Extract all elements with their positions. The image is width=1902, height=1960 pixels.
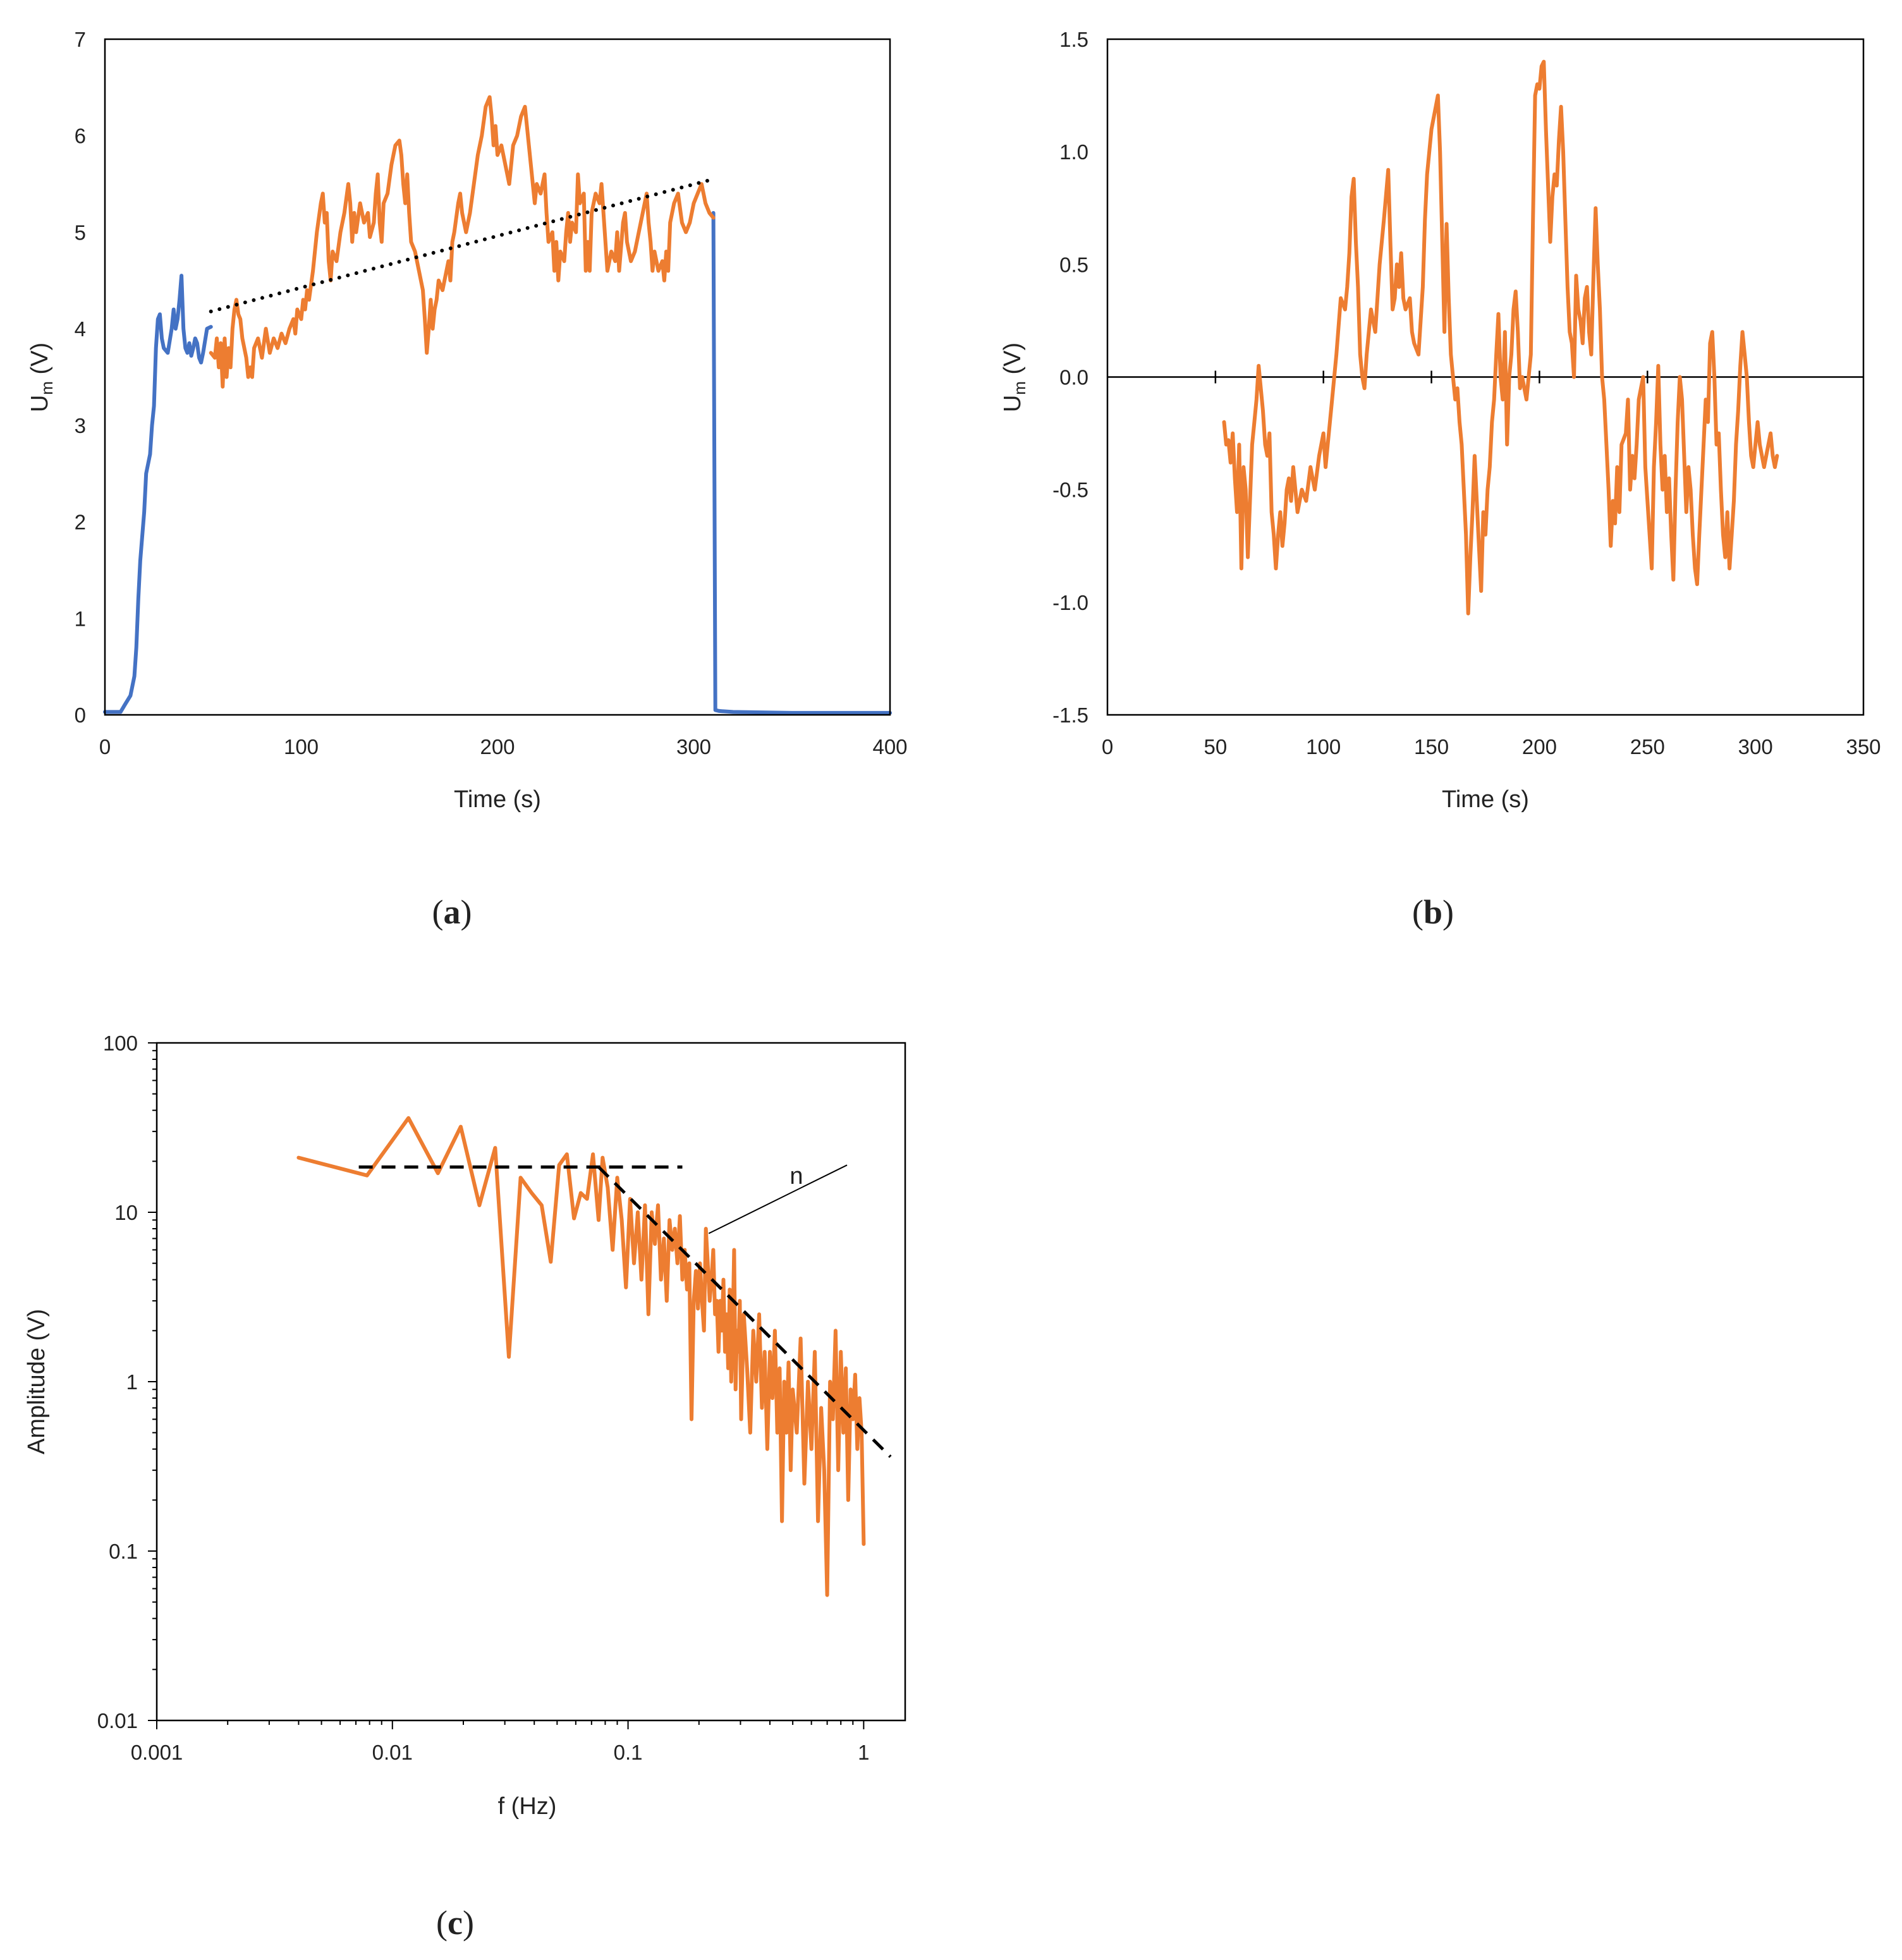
plot-b-marks: 0 50 100 150 200 250 300 350 1.5 1.0 0.5 0.0 -0.5 -1.…: [1052, 28, 1881, 758]
panel-a-plot-frame: [104, 38, 891, 716]
y-tick-label: 1: [126, 1370, 138, 1394]
x-tick-label: 0: [99, 735, 111, 758]
panel-b-label-close: ): [1442, 893, 1454, 931]
plot-a-marks: 0 100 200 300 400 0 1 2 3 4 5 6 7: [75, 28, 908, 758]
x-tick-label: 200: [1522, 735, 1557, 758]
x-tick-label: 250: [1630, 735, 1665, 758]
panel-b-label-open: (: [1412, 893, 1423, 931]
series-linear-trend: [209, 177, 716, 313]
y-tick-label: 0.1: [109, 1540, 138, 1563]
x-tick-label: 350: [1846, 735, 1881, 758]
y-tick-label: 1.5: [1059, 28, 1088, 51]
series-detrended-orange: [1222, 59, 1779, 616]
y-tick-label: -0.5: [1052, 478, 1088, 502]
series-spectrum-orange: [296, 1116, 866, 1597]
annotation-leader-line: [708, 1164, 848, 1234]
panel-c-xlabel: f (Hz): [498, 1793, 557, 1820]
x-tick-label: 300: [676, 735, 711, 758]
panel-a-xlabel: Time (s): [454, 786, 541, 813]
panel-a-ylabel-main: U: [27, 395, 53, 412]
panel-a-ylabel-sub: m: [37, 381, 56, 395]
y-tick-label: 1: [75, 607, 86, 630]
x-tick-label: 0.001: [131, 1741, 183, 1764]
x-tick-label: 50: [1204, 735, 1227, 758]
x-tick-label: 400: [872, 735, 907, 758]
series-raw-blue: [103, 274, 213, 714]
y-tick-label: 4: [75, 317, 86, 341]
y-tick-label: 3: [75, 414, 86, 437]
x-tick-label: 0.1: [614, 1741, 643, 1764]
series-raw-blue-tail: [711, 210, 892, 715]
x-tick-label: 300: [1738, 735, 1773, 758]
x-tick-label: 100: [1306, 735, 1341, 758]
panel-a-ylabel-tail: (V): [27, 343, 53, 381]
panel-b-ylabel-tail: (V): [999, 343, 1026, 381]
x-tick-label: 0: [1102, 735, 1113, 758]
panel-b-plot-frame: [1106, 38, 1865, 716]
y-tick-label: -1.0: [1052, 591, 1088, 614]
panel-b-ylabel-sub: m: [1010, 381, 1029, 395]
x-tick-label: 200: [480, 735, 515, 758]
panel-a-label-open: (: [432, 893, 444, 931]
panel-b-label: (b): [1412, 893, 1454, 931]
series-signal-orange: [209, 95, 716, 389]
panel-b-ylabel: Um (V): [999, 343, 1029, 412]
y-tick-label: 0.01: [97, 1709, 138, 1732]
x-tick-label: 1: [858, 1741, 869, 1764]
y-tick-label: 0.5: [1059, 253, 1088, 276]
y-tick-label: 6: [75, 125, 86, 148]
y-tick-label: 1.0: [1059, 140, 1088, 164]
y-tick-label: 5: [75, 221, 86, 244]
panel-c-label-letter: c: [448, 1904, 463, 1942]
panel-a-label: (a): [432, 893, 472, 931]
x-tick-label: 150: [1414, 735, 1449, 758]
y-tick-label: 2: [75, 511, 86, 534]
x-tick-label: 0.01: [372, 1741, 413, 1764]
y-tick-label: 10: [114, 1201, 138, 1224]
y-tick-label: 0: [75, 703, 86, 727]
panel-c-label-close: ): [463, 1904, 474, 1942]
panel-b-xlabel: Time (s): [1442, 786, 1529, 813]
panel-b: 0 50 100 150 200 250 300 350 1.5 1.0 0.5 0.0 -0.5 -1.…: [999, 28, 1881, 931]
series-slope-fit: [597, 1166, 892, 1458]
panel-c-label: (c): [436, 1904, 474, 1942]
panel-c-annotation-n: n: [789, 1163, 803, 1190]
y-tick-label: 0.0: [1059, 366, 1088, 389]
panel-a-ylabel: Um (V): [27, 343, 56, 412]
panel-b-label-letter: b: [1423, 893, 1442, 931]
y-tick-label: -1.5: [1052, 703, 1088, 727]
panel-c: 0.001 0.01 0.1 1 100 10 1 0.1 0.01 f (Hz) Amplit…: [23, 1032, 906, 1942]
panel-a-label-close: ): [461, 893, 472, 931]
panel-a: 0 100 200 300 400 0 1 2 3 4 5 6 7 Time (s) Um (V) (a…: [27, 28, 908, 931]
y-tick-label: 7: [75, 28, 86, 51]
panel-c-ylabel: Amplitude (V): [23, 1309, 50, 1454]
y-tick-label: 100: [103, 1032, 138, 1055]
panel-b-ylabel-main: U: [999, 395, 1026, 412]
panel-c-label-open: (: [436, 1904, 448, 1942]
panel-c-plot-frame: [155, 1042, 906, 1722]
x-tick-label: 100: [284, 735, 319, 758]
panel-a-label-letter: a: [444, 893, 461, 931]
